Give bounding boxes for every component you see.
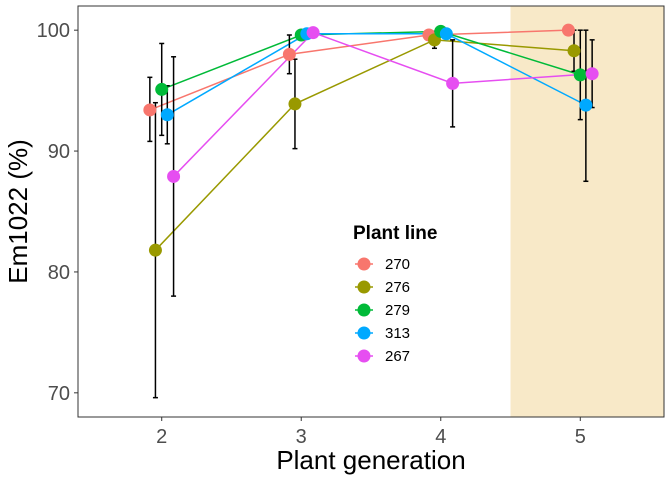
panel-border (77, 5, 665, 418)
series-270 (149, 29, 569, 111)
y-tick-label: 100 (37, 20, 70, 42)
legend-label: 276 (385, 279, 410, 296)
series-line-313 (166, 33, 587, 116)
data-point (306, 26, 320, 40)
legend-title: Plant line (353, 223, 437, 244)
series-313 (166, 33, 587, 116)
data-point (148, 243, 162, 257)
legend-label: 313 (385, 325, 410, 342)
legend-item-270: 270 (355, 256, 410, 273)
series-line-276 (154, 39, 575, 251)
legend-key-point (357, 349, 371, 363)
data-point (167, 169, 181, 183)
points-270 (143, 23, 575, 117)
legend-item-313: 313 (355, 325, 410, 342)
data-point (561, 23, 575, 37)
data-point (439, 27, 453, 41)
x-tick-label: 5 (575, 426, 586, 448)
highlight-band (510, 6, 664, 417)
y-tick-label: 70 (48, 383, 70, 405)
data-point (573, 68, 587, 82)
series-276 (154, 39, 575, 251)
series-layer (143, 23, 599, 399)
series-line-270 (149, 29, 569, 111)
data-point (282, 47, 296, 61)
legend-key-point (357, 303, 371, 317)
data-point (160, 108, 174, 122)
x-tick-label: 2 (156, 426, 167, 448)
points-267 (167, 26, 599, 183)
series-267 (173, 31, 593, 177)
legend: Plant line 270 276 279 313 267 (353, 223, 437, 365)
data-point (567, 44, 581, 58)
legend-label: 267 (385, 348, 410, 365)
data-point (143, 103, 157, 117)
x-axis-title: Plant generation (276, 445, 465, 475)
legend-label: 279 (385, 302, 410, 319)
y-tick-label: 80 (48, 262, 70, 284)
data-point (579, 98, 593, 112)
legend-key-point (357, 326, 371, 340)
y-tick-label: 90 (48, 141, 70, 163)
data-point (288, 97, 302, 111)
x-tick-label: 3 (296, 426, 307, 448)
x-tick-label: 4 (435, 426, 446, 448)
legend-item-267: 267 (355, 348, 410, 365)
data-point (446, 76, 460, 90)
legend-item-279: 279 (355, 302, 410, 319)
data-point (585, 67, 599, 81)
data-point (155, 82, 169, 96)
y-axis-title: Em1022 (%) (3, 139, 33, 284)
legend-key-point (357, 280, 371, 294)
axis-layer: 70 80 90 100 2 3 4 5 (37, 20, 586, 448)
legend-key-point (357, 257, 371, 271)
legend-item-276: 276 (355, 279, 410, 296)
series-line-267 (173, 31, 593, 177)
legend-label: 270 (385, 256, 410, 273)
